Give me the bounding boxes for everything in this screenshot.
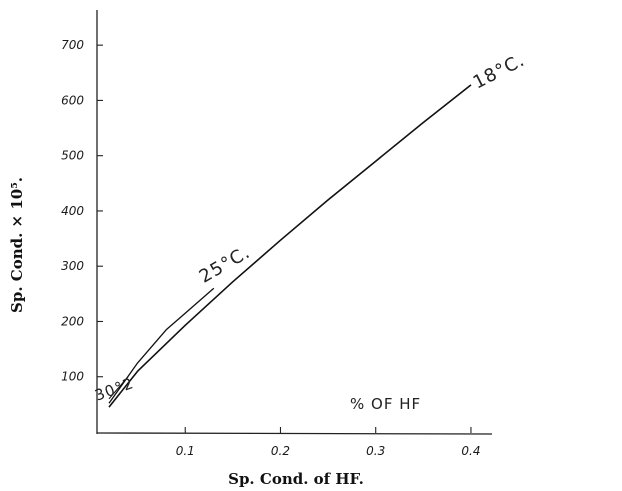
axes xyxy=(96,10,493,435)
x-tick-label: 0.1 xyxy=(176,444,195,458)
series-line-0 xyxy=(108,84,472,408)
x-tick-label: 0.4 xyxy=(461,444,480,458)
y-tick-label: 600 xyxy=(61,93,84,107)
series-line-2 xyxy=(108,376,129,400)
x-tick-label: 0.2 xyxy=(271,444,290,458)
y-tick-label: 500 xyxy=(61,149,84,163)
x-axis-line xyxy=(96,432,493,435)
annotation-percent-hf: % OF HF xyxy=(350,395,421,413)
x-axis-title: Sp. Cond. of HF. xyxy=(228,470,364,488)
y-axis-title: Sp. Cond. × 10⁵. xyxy=(8,177,26,313)
y-tick-label: 100 xyxy=(61,370,84,384)
series-layer xyxy=(108,84,472,408)
x-tick-label: 0.3 xyxy=(366,444,385,458)
y-tick-label: 400 xyxy=(61,204,84,218)
series-label-18c: 18°C. xyxy=(470,50,529,94)
series-line-1 xyxy=(108,287,215,404)
y-tick-label: 200 xyxy=(61,314,84,328)
y-tick-label: 700 xyxy=(61,38,84,52)
ticks: 100 200 300 400 500 600 700 0.1 0.2 0.3 0.4 xyxy=(61,38,480,458)
y-tick-label: 300 xyxy=(61,259,84,273)
series-label-25c: 25°C. xyxy=(196,242,254,288)
